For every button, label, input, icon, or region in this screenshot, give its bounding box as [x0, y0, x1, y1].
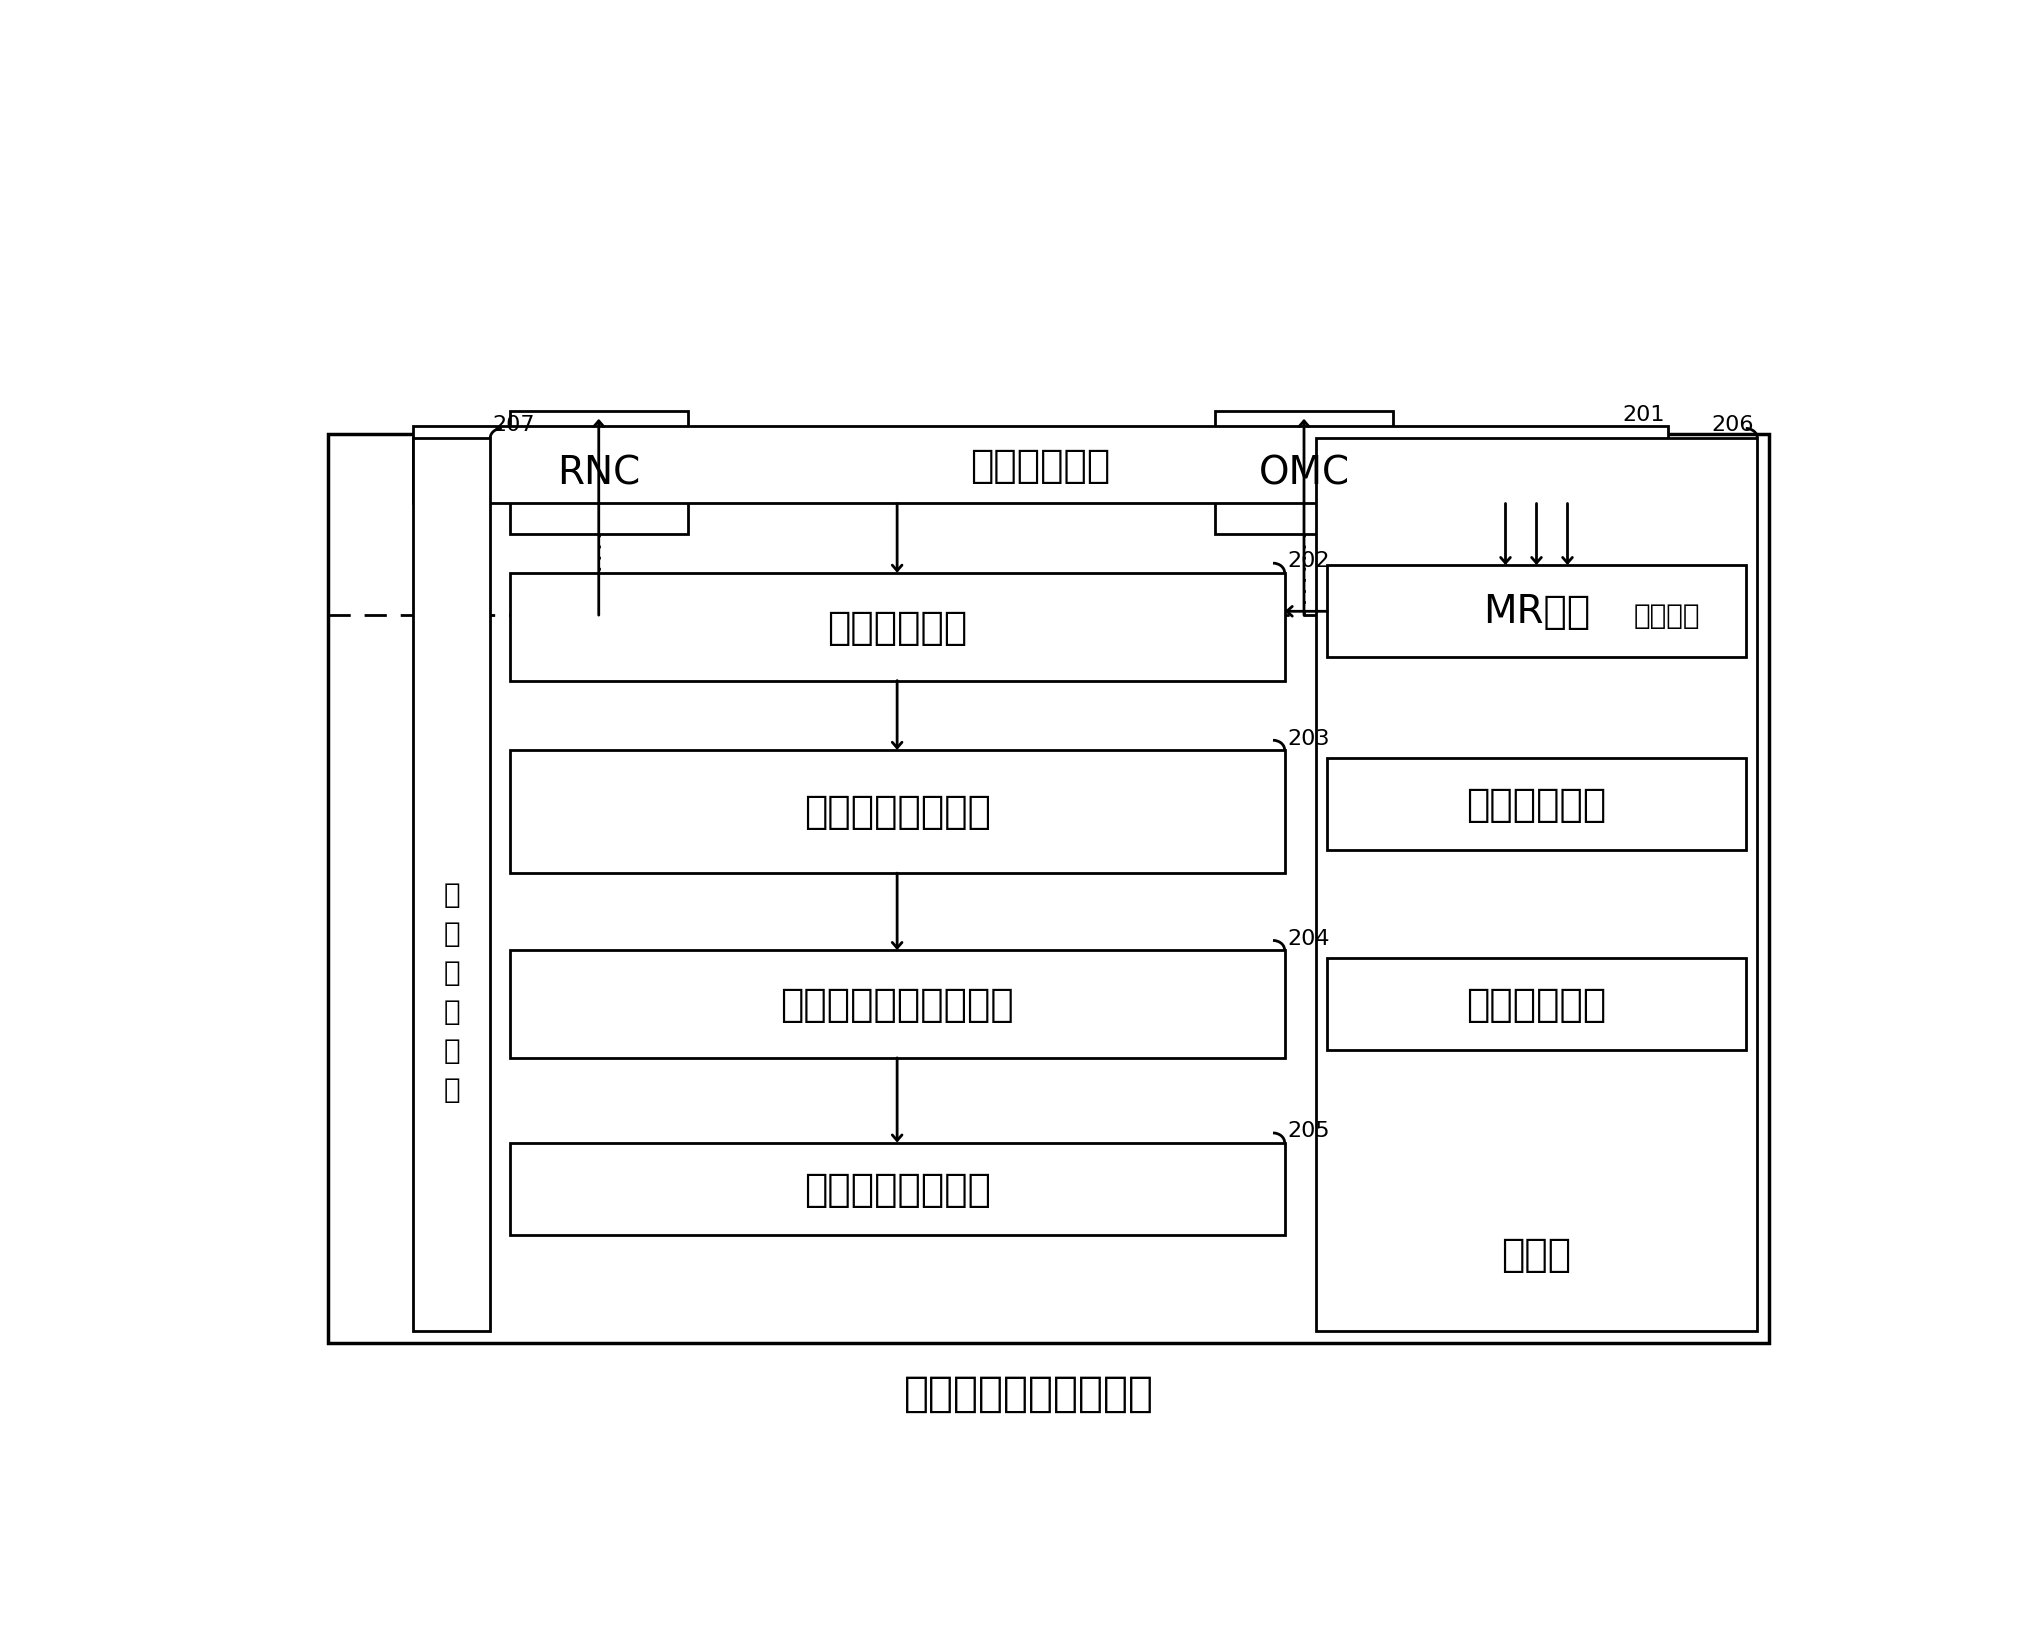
Text: 204: 204	[1287, 927, 1330, 949]
Bar	[510, 574, 1285, 681]
Text: 控
制
管
理
模
块: 控 制 管 理 模 块	[443, 880, 459, 1104]
Text: 天线参数自动优化系统: 天线参数自动优化系统	[903, 1372, 1153, 1413]
Text: 天线参数优化分析模块: 天线参数优化分析模块	[780, 986, 1013, 1024]
Text: RNC: RNC	[556, 455, 639, 492]
Text: 网络工程数据: 网络工程数据	[1466, 986, 1606, 1024]
Bar	[412, 427, 1667, 504]
Text: 203: 203	[1287, 729, 1330, 748]
Bar	[327, 435, 1768, 1343]
Text: 覆盖分析模块: 覆盖分析模块	[826, 608, 966, 645]
Bar	[510, 750, 1285, 874]
Text: 覆盖问题定位模块: 覆盖问题定位模块	[804, 794, 991, 831]
Bar	[510, 1143, 1285, 1236]
Text: 自动接口: 自动接口	[1632, 601, 1699, 629]
Text: 207: 207	[493, 416, 534, 435]
Bar	[1315, 438, 1756, 1332]
Text: 天线参数调整模块: 天线参数调整模块	[804, 1170, 991, 1208]
Text: 地理信息数据: 地理信息数据	[1466, 786, 1606, 823]
Bar	[1326, 566, 1746, 659]
Text: 202: 202	[1287, 551, 1330, 570]
Text: 206: 206	[1709, 416, 1752, 435]
Text: 数据采集模块: 数据采集模块	[970, 447, 1110, 484]
Bar	[510, 412, 688, 535]
Text: 数据库: 数据库	[1500, 1236, 1571, 1273]
Bar	[1326, 758, 1746, 851]
Bar	[1326, 958, 1746, 1051]
Bar	[412, 438, 489, 1332]
Bar	[510, 950, 1285, 1058]
Text: MR数据: MR数据	[1482, 593, 1589, 631]
Text: OMC: OMC	[1259, 455, 1348, 492]
Bar	[1214, 412, 1393, 535]
Text: 201: 201	[1622, 404, 1663, 425]
Text: 205: 205	[1287, 1120, 1330, 1141]
